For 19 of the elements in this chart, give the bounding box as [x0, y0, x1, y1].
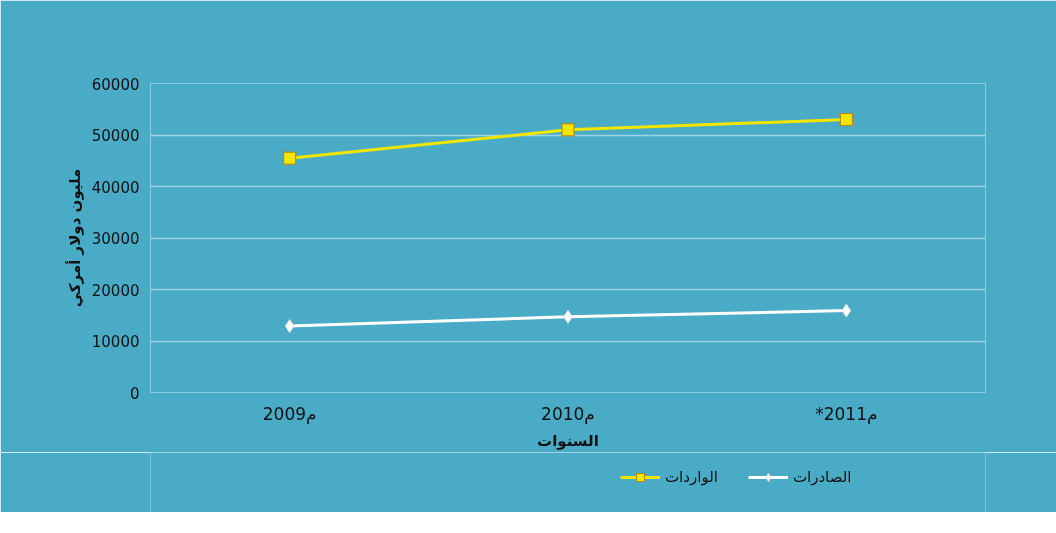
legend-label: الصادرات: [792, 468, 852, 486]
y-tick-label: 20000: [91, 281, 140, 300]
y-tick-label: 40000: [91, 178, 140, 197]
y-axis-title: مليون دولار أمركي: [64, 168, 84, 308]
point: [841, 303, 852, 318]
x-tick-label: 2009م: [262, 403, 317, 424]
point: [283, 151, 297, 165]
x-axis-title: السنوات: [537, 431, 599, 450]
y-tick-label: 0: [129, 384, 140, 403]
x-tick-label: *2011م: [815, 403, 878, 424]
point: [561, 123, 575, 137]
legend-label: الواردات: [665, 468, 718, 486]
y-tick-label: 10000: [91, 333, 140, 351]
y-tick-label: 50000: [91, 127, 140, 145]
y-tick-label: 30000: [91, 230, 140, 248]
y-tick-label: 60000: [91, 75, 140, 94]
point: [284, 319, 295, 334]
x-tick-label: 2010م: [541, 403, 595, 424]
point: [839, 113, 853, 127]
